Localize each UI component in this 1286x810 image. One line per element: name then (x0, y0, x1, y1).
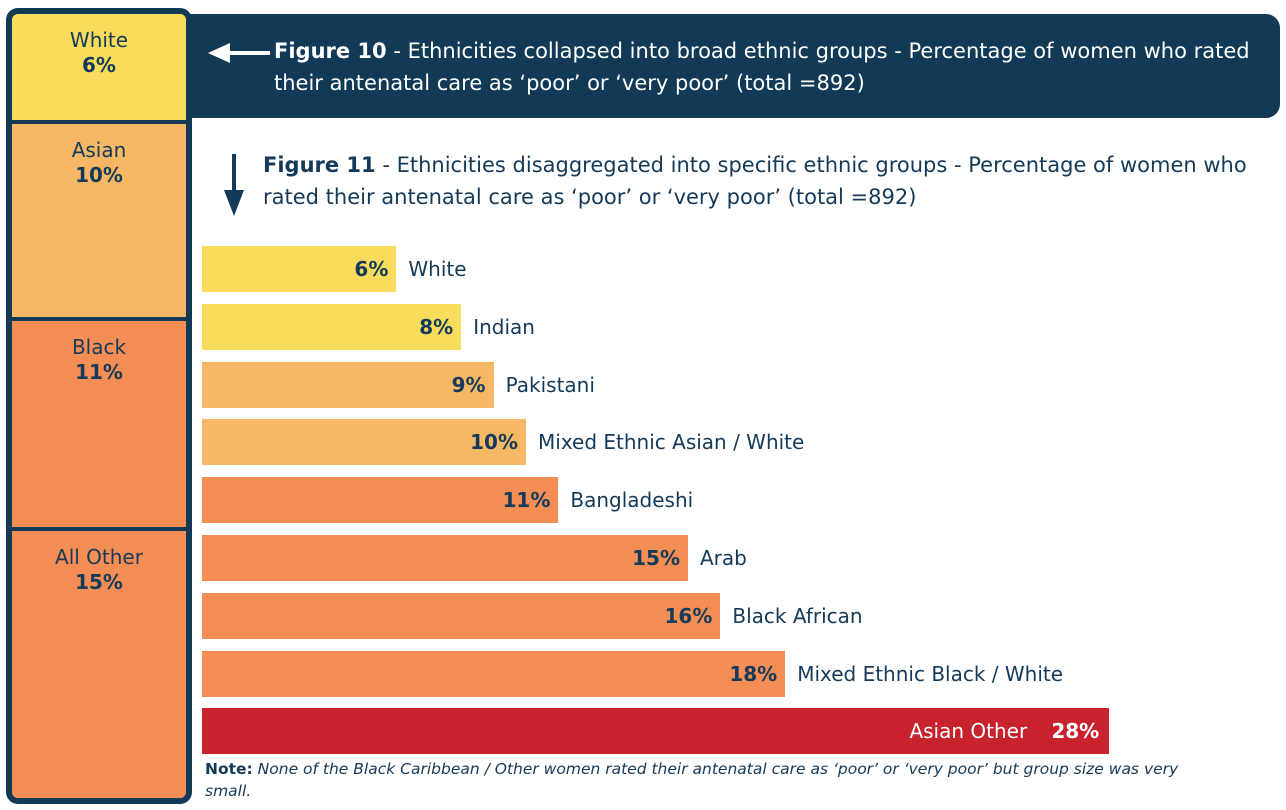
bar-value-label: 8% (419, 314, 454, 339)
figure10-title-text: - Ethnicities collapsed into broad ethni… (274, 39, 1250, 95)
group-name: Black (71, 335, 127, 359)
figure10-title: Figure 10 - Ethnicities collapsed into b… (274, 35, 1254, 99)
group-name: All Other (55, 545, 143, 569)
bar-category-label: Mixed Ethnic Black / White (797, 661, 1064, 686)
figure10-label: Figure 10 (274, 39, 387, 63)
bar-value-label: 16% (664, 603, 713, 628)
group-name: Asian (71, 138, 127, 162)
bar-value-label: 10% (470, 430, 518, 455)
figure11-title: Figure 11 - Ethnicities disaggregated in… (263, 149, 1273, 213)
bar-category-label: Arab (700, 546, 747, 570)
bar (202, 650, 786, 697)
figure11-label: Figure 11 (263, 153, 376, 177)
bar-value-label: 28% (1051, 719, 1100, 744)
bar-category-label: Bangladeshi (570, 488, 694, 513)
note-text: None of the Black Caribbean / Other wome… (205, 760, 1179, 800)
arrow-left-icon (208, 43, 270, 63)
group-name: White (69, 28, 129, 52)
bar-value-label: 6% (354, 257, 389, 281)
group-segment-black: Black 11% (12, 321, 186, 527)
bar-value-label: 18% (729, 661, 778, 686)
figure10-banner: Figure 10 - Ethnicities collapsed into b… (186, 14, 1280, 118)
note-label: Note: (205, 760, 253, 778)
arrow-down-icon (224, 154, 244, 216)
segment-divider (12, 120, 186, 124)
bar (202, 592, 721, 639)
group-segment-asian: Asian 10% (12, 124, 186, 317)
bar-category-label: Asian Other (909, 719, 1028, 744)
bar-value-label: 11% (502, 488, 551, 513)
group-value: 11% (75, 360, 123, 384)
bar (202, 303, 462, 350)
bar (202, 535, 688, 581)
bar (202, 708, 1110, 755)
bar-category-label: Black African (732, 603, 863, 628)
figure11-title-text: - Ethnicities disaggregated into specifi… (263, 153, 1247, 209)
bar (202, 246, 397, 292)
group-value: 15% (75, 570, 123, 594)
segment-divider (12, 527, 186, 531)
group-segment-all-other: All Other 15% (12, 531, 186, 798)
bar (202, 361, 494, 408)
bar (202, 477, 559, 524)
bar-value-label: 9% (451, 372, 486, 397)
group-value: 6% (82, 53, 116, 77)
chart-note: Note: None of the Black Caribbean / Othe… (205, 758, 1225, 802)
broad-groups-column: White 6% Asian 10% Black 11% All Other 1… (6, 8, 192, 804)
bar-category-label: Pakistani (505, 372, 595, 397)
segment-divider (12, 317, 186, 321)
bar (202, 419, 526, 466)
group-value: 10% (75, 163, 123, 187)
bar-value-label: 15% (632, 546, 680, 570)
bar-category-label: White (408, 257, 467, 281)
bar-category-label: Mixed Ethnic Asian / White (538, 430, 805, 455)
group-segment-white: White 6% (12, 14, 186, 120)
bar-category-label: Indian (473, 314, 535, 339)
